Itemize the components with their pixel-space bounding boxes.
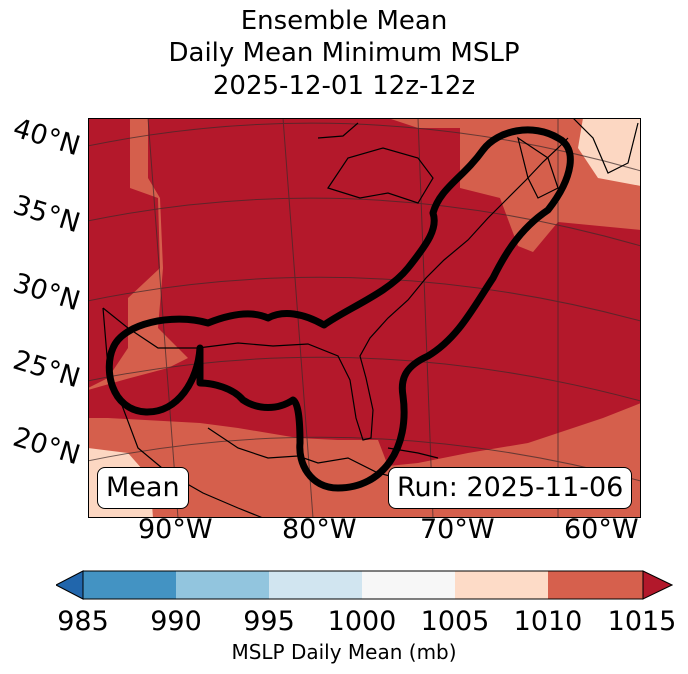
mean-label-box: Mean xyxy=(97,467,189,509)
lat-label-20: 20°N xyxy=(9,421,84,472)
colorbar-bin-1005-1010 xyxy=(455,571,548,599)
colorbar-extend-low xyxy=(56,570,84,600)
lon-label-60w: 60°W xyxy=(564,514,639,545)
colorbar-bin-995-1000 xyxy=(269,571,362,599)
colorbar-tick-1000: 1000 xyxy=(327,606,397,637)
title-line-1: Ensemble Mean xyxy=(240,6,448,36)
colorbar-bin-990-995 xyxy=(176,571,269,599)
field-above-1015 xyxy=(88,118,641,466)
lon-label-70w: 70°W xyxy=(420,514,495,545)
contour-1015 xyxy=(105,126,574,492)
lat-label-25: 25°N xyxy=(9,344,84,395)
lat-label-30: 30°N xyxy=(9,267,84,318)
lon-label-80w: 80°W xyxy=(282,514,357,545)
colorbar-tick-1015: 1015 xyxy=(607,606,677,637)
colorbar-bin-1000-1005 xyxy=(362,571,455,599)
colorbar-bin-985-990 xyxy=(83,571,176,599)
colorbar-tick-1010: 1010 xyxy=(513,606,583,637)
colorbar-extend-high xyxy=(642,570,673,600)
title-line-3: 2025-12-01 12z-12z xyxy=(212,71,476,101)
colorbar xyxy=(56,570,673,600)
map-panel xyxy=(88,118,641,518)
lat-label-35: 35°N xyxy=(9,189,84,240)
lon-label-90w: 90°W xyxy=(138,514,213,545)
colorbar-tick-985: 985 xyxy=(57,606,109,637)
field-1005-1010 xyxy=(578,118,641,186)
lat-label-40: 40°N xyxy=(9,112,84,163)
run-label-box: Run: 2025-11-06 xyxy=(388,467,633,509)
colorbar-tick-990: 990 xyxy=(150,606,202,637)
colorbar-bin-1010-1015 xyxy=(548,571,643,599)
colorbar-label: MSLP Daily Mean (mb) xyxy=(231,640,457,664)
colorbar-tick-995: 995 xyxy=(243,606,295,637)
colorbar-tick-1005: 1005 xyxy=(420,606,490,637)
title-line-2: Daily Mean Minimum MSLP xyxy=(168,38,520,68)
